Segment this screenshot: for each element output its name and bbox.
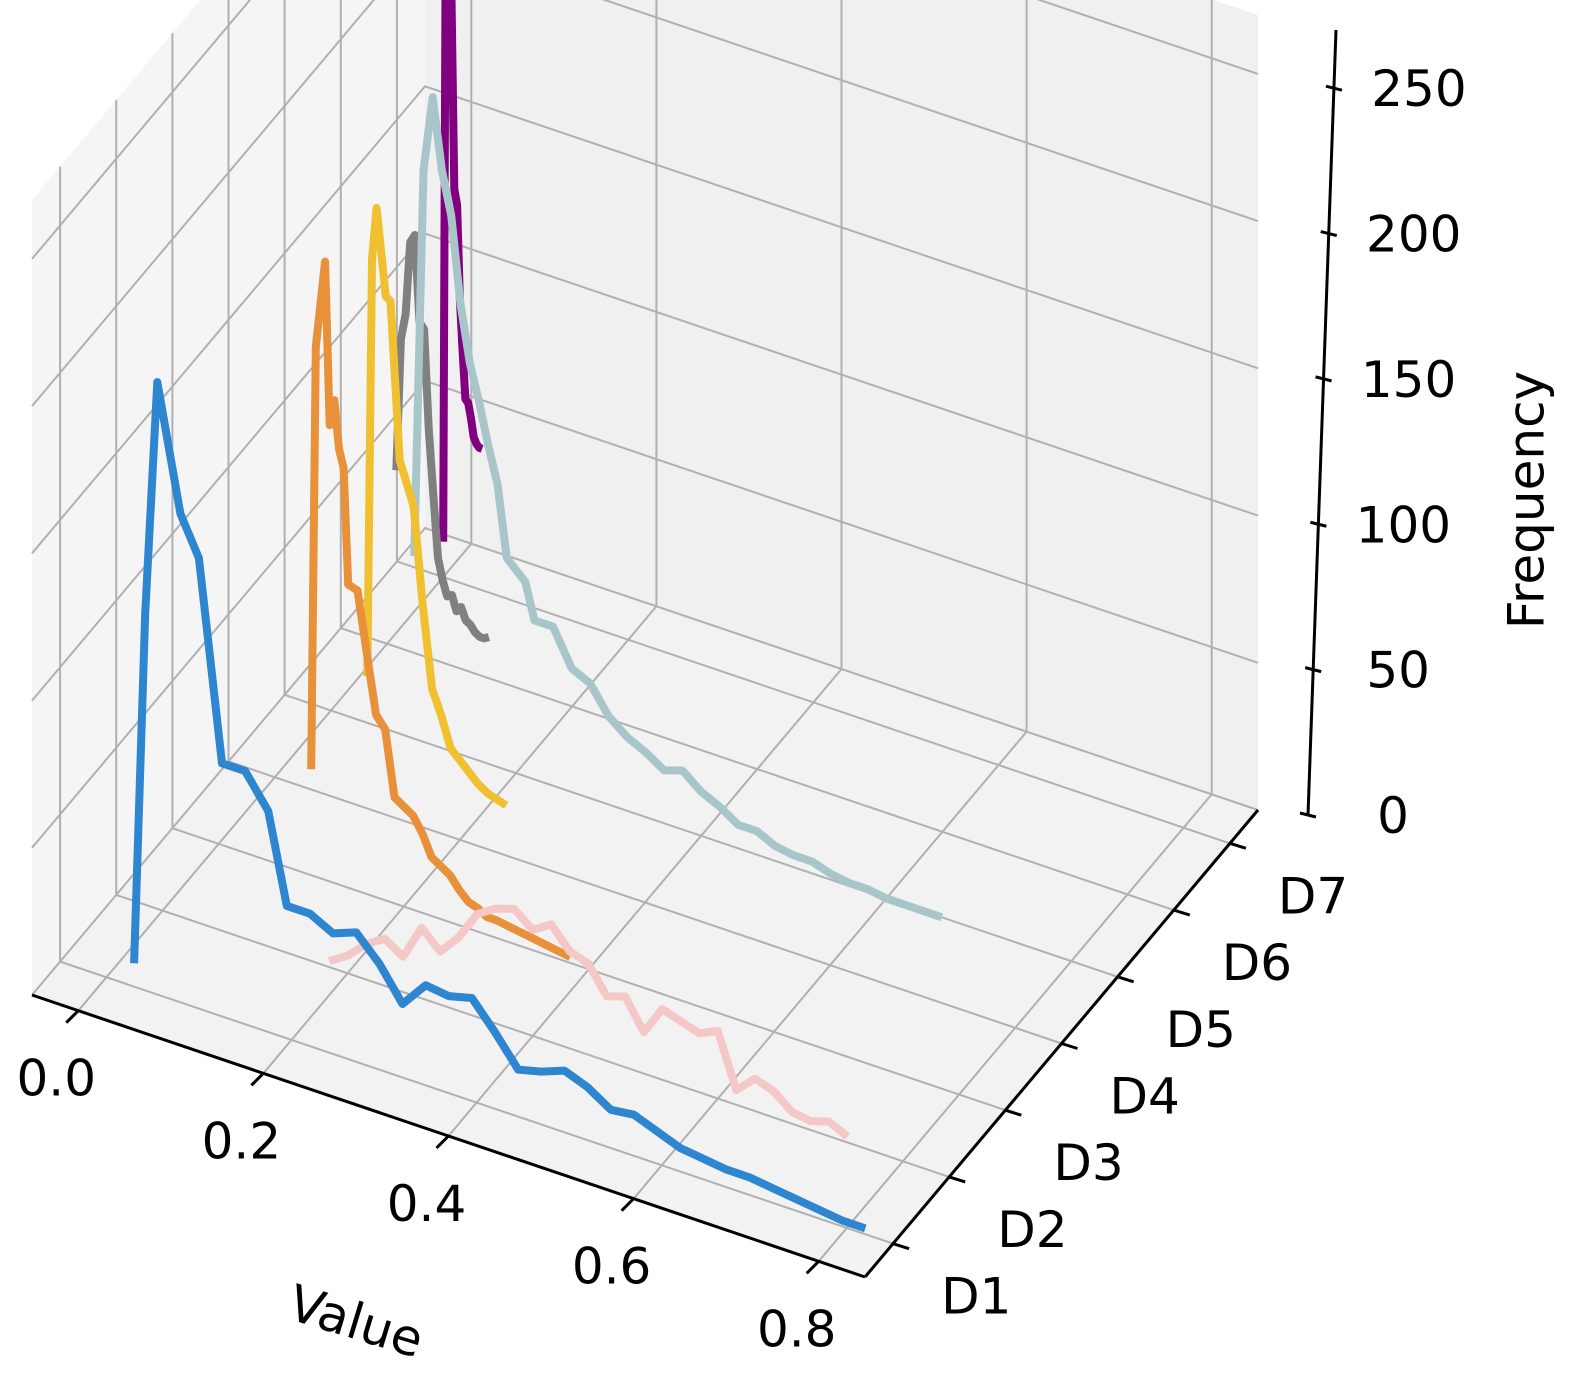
series-line-d5 [410, 93, 944, 922]
x-tick-label-3: 0.6 [572, 1238, 652, 1296]
series-line-d4 [363, 204, 509, 809]
z-tick-label-0: 0 [1377, 787, 1409, 845]
y-tick-label-d2: D2 [997, 1201, 1067, 1259]
z-tick-3 [1315, 375, 1332, 383]
z-gridline-0 [31, 526, 1259, 996]
axis-lines [31, 29, 1343, 1279]
series-line-d3 [307, 257, 573, 961]
x-tick-0 [65, 1009, 80, 1024]
z-tick-1 [1304, 666, 1322, 674]
y-tick-label-d3: D3 [1053, 1134, 1123, 1192]
y-tick-label-d6: D6 [1222, 934, 1292, 992]
y-tick-label-d4: D4 [1110, 1068, 1180, 1126]
y-tick-label-d1: D1 [941, 1268, 1011, 1326]
x-tick-label-1: 0.2 [202, 1112, 282, 1170]
series-line-d1 [130, 378, 867, 1233]
y-tick-5 [1173, 908, 1191, 917]
z-tick-label-1: 50 [1366, 642, 1430, 700]
series-line-d7 [439, 0, 484, 542]
z-tick-5 [1325, 84, 1343, 92]
series-lines [130, 0, 944, 1233]
z-tick-label-3: 150 [1361, 351, 1456, 409]
y-tick-label-d7: D7 [1278, 867, 1348, 925]
y-tick-4 [1117, 975, 1135, 984]
x-tick-label-2: 0.4 [387, 1175, 467, 1233]
z-gridline-4 [31, 0, 1259, 407]
z-tick-label-4: 200 [1366, 206, 1461, 264]
z-axis-line [1306, 29, 1338, 816]
z-axis-title: Frequency [1498, 371, 1556, 629]
z-tick-0 [1299, 811, 1317, 819]
x-tick-2 [435, 1134, 450, 1150]
z-tick-2 [1310, 520, 1327, 528]
y-tick-1 [948, 1175, 966, 1184]
tick-labels: 0.0 0.2 0.4 0.6 0.8 D1 D2 D3 D4 D5 D6 D7 0 50 100 150 20… [17, 60, 1467, 1358]
x-tick-1 [250, 1072, 265, 1087]
z-gridline-5 [31, 0, 1259, 260]
y-tick-0 [892, 1242, 910, 1251]
x-tick-label-0: 0.0 [17, 1050, 97, 1108]
x-tick-3 [620, 1197, 635, 1212]
z-tick-label-5: 250 [1371, 60, 1466, 118]
x-axis-title: Value [282, 1274, 430, 1370]
y-tick-2 [1004, 1108, 1022, 1117]
x-tick-label-4: 0.8 [757, 1300, 837, 1358]
series-line-d2 [327, 904, 850, 1140]
axis-panes [32, 0, 1258, 1277]
z-tick-4 [1320, 230, 1338, 237]
series-line-d6 [392, 231, 491, 643]
y-tick-label-d5: D5 [1166, 1001, 1236, 1059]
x-tick-4 [805, 1260, 820, 1275]
z-tick-label-2: 100 [1356, 496, 1451, 554]
y-tick-3 [1061, 1042, 1078, 1050]
y-tick-6 [1229, 841, 1247, 850]
